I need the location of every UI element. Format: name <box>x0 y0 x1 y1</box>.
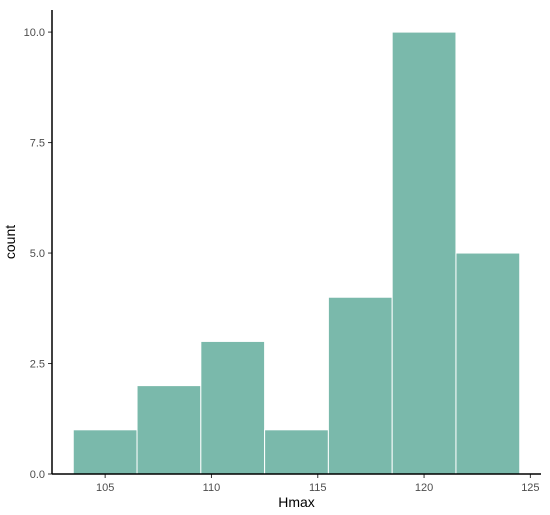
histogram-bar-3 <box>264 429 329 475</box>
y-tick-label: 10.0 <box>24 27 45 39</box>
bars-layer <box>72 31 521 475</box>
histogram-bar-1 <box>136 385 202 475</box>
y-tick-label: 2.5 <box>30 359 45 371</box>
y-tick-label: 7.5 <box>30 138 45 150</box>
histogram-bar-2 <box>200 340 266 475</box>
y-tick-label: 0.0 <box>30 469 45 481</box>
x-tick-label: 115 <box>309 482 327 494</box>
x-tick-label: 120 <box>415 482 433 494</box>
x-tick-label: 125 <box>521 482 539 494</box>
histogram-bar-6 <box>455 252 521 475</box>
x-ticks-layer: 105 110 115 120 125 <box>96 474 540 494</box>
x-tick-label: 105 <box>96 482 114 494</box>
histogram-bar-4 <box>327 296 393 475</box>
x-axis-title: Hmax <box>278 494 315 510</box>
histogram-bar-5 <box>391 31 457 475</box>
histogram-bar-0 <box>72 429 138 475</box>
y-ticks-layer: 0.0 2.5 5.0 7.5 10.0 <box>24 27 52 481</box>
y-tick-label: 5.0 <box>30 248 45 260</box>
x-tick-label: 110 <box>203 482 221 494</box>
y-axis-title: count <box>2 225 18 259</box>
